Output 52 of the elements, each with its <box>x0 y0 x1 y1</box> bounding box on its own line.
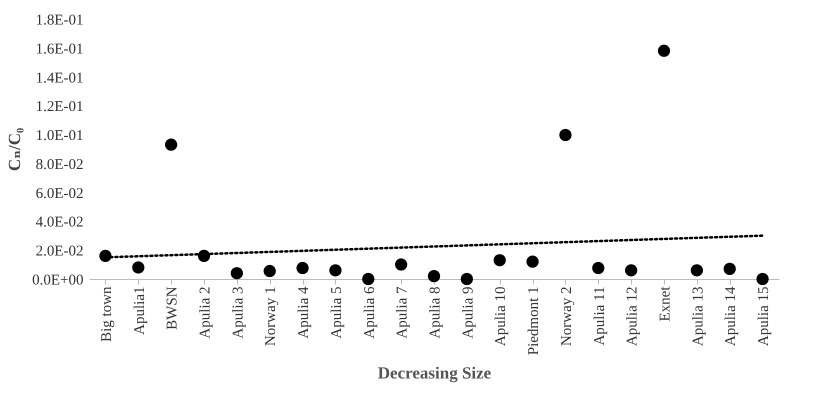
point <box>592 262 604 274</box>
point <box>395 258 408 271</box>
point <box>559 128 572 142</box>
x-tick-label: Piedmont 1 <box>526 286 542 356</box>
y-tick-label: 0.0E+00 <box>32 272 84 288</box>
point <box>756 272 769 286</box>
x-tick-label: Apulia 3 <box>230 286 246 339</box>
point <box>132 261 144 274</box>
point <box>165 138 178 151</box>
x-tick-label: Apulia 2 <box>198 286 214 339</box>
y-tick-label: 1.0E-01 <box>36 128 84 144</box>
y-axis-title: Cₙ/C₀ <box>5 128 24 172</box>
x-tick-label: Norway 2 <box>558 286 575 346</box>
point <box>494 254 506 266</box>
point <box>690 264 703 276</box>
point <box>460 272 473 286</box>
x-tick-label: Apulia 11 <box>592 286 608 346</box>
y-tick-label: 1.2E-01 <box>36 99 84 116</box>
y-tick-label: 1.8E-01 <box>36 12 84 28</box>
x-tick-label: Norway 1 <box>263 286 280 346</box>
x-tick-label: Exnet <box>658 286 674 322</box>
point <box>625 264 638 276</box>
x-tick-label: BWSN <box>164 286 181 330</box>
x-tick-label: Big town <box>98 286 115 342</box>
x-tick-label: Apulia 14 <box>723 286 740 346</box>
y-tick-label: 6.0E-02 <box>36 186 84 202</box>
x-tick-label: Apulia 7 <box>394 286 411 339</box>
x-tick-label: Apulia 13 <box>690 286 706 346</box>
x-tick-label: Apulia 5 <box>328 286 345 339</box>
y-tick-label: 1.4E-01 <box>36 70 84 86</box>
x-tick-label: Apulia1 <box>132 286 148 335</box>
x-tick-label: Apulia 12 <box>624 286 641 346</box>
y-tick-label: 4.0E-02 <box>36 214 84 231</box>
point <box>329 264 342 276</box>
point <box>296 262 309 274</box>
point <box>428 270 440 282</box>
point <box>658 44 670 57</box>
point <box>230 267 243 280</box>
y-tick-label: 8.0E-02 <box>36 156 84 173</box>
point <box>362 272 374 286</box>
point <box>526 256 539 268</box>
x-tick-label: Apulia 4 <box>296 286 312 339</box>
point <box>724 262 736 275</box>
y-tick-label: 1.6E-01 <box>36 41 84 58</box>
x-tick-label: Apulia 8 <box>428 286 444 339</box>
x-tick-label: Apulia 10 <box>493 286 510 346</box>
x-tick-label: Apulia 6 <box>362 286 378 339</box>
x-tick-label: Apulia 9 <box>460 286 476 339</box>
x-tick-label: Apulia 15 <box>756 286 772 346</box>
x-axis-title: Decreasing Size <box>378 363 492 382</box>
y-tick-label: 2.0E-02 <box>36 244 84 260</box>
point <box>264 264 276 278</box>
